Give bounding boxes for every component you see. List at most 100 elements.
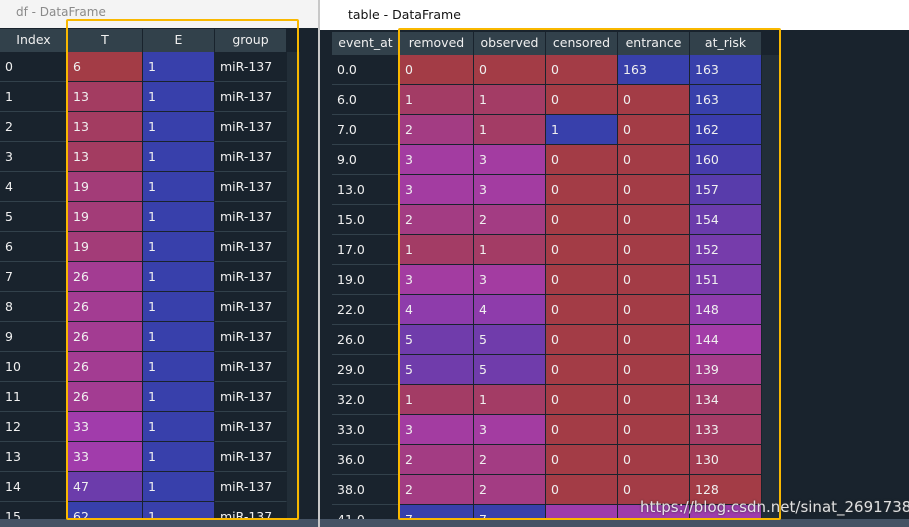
cell: 160 bbox=[690, 145, 762, 175]
row-index: 10 bbox=[0, 352, 68, 382]
cell: 0 bbox=[546, 205, 618, 235]
row-index: 9 bbox=[0, 322, 68, 352]
cell: 133 bbox=[690, 415, 762, 445]
row-index: 17.0 bbox=[332, 235, 400, 265]
right-titlebar: table - DataFrame bbox=[320, 0, 909, 30]
divider bbox=[318, 0, 320, 527]
cell: 5 bbox=[474, 325, 546, 355]
row-index: 2 bbox=[0, 112, 68, 142]
row-index: 7.0 bbox=[332, 115, 400, 145]
column-header: event_at bbox=[332, 32, 400, 55]
row-index: 33.0 bbox=[332, 415, 400, 445]
column-header: observed bbox=[474, 32, 546, 55]
cell: 1 bbox=[143, 292, 215, 322]
cell: 1 bbox=[143, 52, 215, 82]
cell: 0 bbox=[546, 55, 618, 85]
cell: 1 bbox=[143, 412, 215, 442]
row-index: 13 bbox=[0, 442, 68, 472]
row-index: 41.0 bbox=[332, 505, 400, 519]
left-title: df - DataFrame bbox=[16, 5, 106, 19]
row-index: 7 bbox=[0, 262, 68, 292]
left-titlebar: df - DataFrame bbox=[0, 0, 318, 28]
column-header: group bbox=[215, 29, 287, 52]
cell: 2 bbox=[400, 205, 474, 235]
cell: 13 bbox=[68, 112, 143, 142]
cell: 152 bbox=[690, 235, 762, 265]
row-index: 3 bbox=[0, 142, 68, 172]
cell: 163 bbox=[690, 85, 762, 115]
cell: 1 bbox=[143, 382, 215, 412]
cell: 0 bbox=[618, 235, 690, 265]
cell: 1 bbox=[143, 112, 215, 142]
cell: 2 bbox=[400, 115, 474, 145]
cell: 1 bbox=[143, 142, 215, 172]
row-index: 15 bbox=[0, 502, 68, 519]
cell: 0 bbox=[618, 265, 690, 295]
cell: 3 bbox=[474, 415, 546, 445]
cell: 13 bbox=[68, 82, 143, 112]
column-header: entrance bbox=[618, 32, 690, 55]
cell: 163 bbox=[618, 55, 690, 85]
cell: 148 bbox=[690, 295, 762, 325]
cell: 0 bbox=[546, 415, 618, 445]
row-index: 15.0 bbox=[332, 205, 400, 235]
cell: miR-137 bbox=[215, 292, 287, 322]
cell: 1 bbox=[400, 385, 474, 415]
cell: 0 bbox=[618, 355, 690, 385]
cell: 0 bbox=[618, 325, 690, 355]
row-index: 6.0 bbox=[332, 85, 400, 115]
cell bbox=[546, 505, 618, 519]
cell: 26 bbox=[68, 322, 143, 352]
row-index: 36.0 bbox=[332, 445, 400, 475]
cell: 3 bbox=[400, 145, 474, 175]
cell: 3 bbox=[474, 145, 546, 175]
column-header: E bbox=[143, 29, 215, 52]
cell: 0 bbox=[618, 85, 690, 115]
cell bbox=[618, 505, 690, 519]
row-index: 4 bbox=[0, 172, 68, 202]
cell: 0 bbox=[618, 175, 690, 205]
cell: 7 bbox=[474, 505, 546, 519]
highlight-box bbox=[398, 28, 781, 520]
row-index: 0 bbox=[0, 52, 68, 82]
cell: 1 bbox=[474, 115, 546, 145]
cell: 1 bbox=[143, 202, 215, 232]
cell: 1 bbox=[143, 442, 215, 472]
cell bbox=[690, 505, 762, 519]
row-index: 1 bbox=[0, 82, 68, 112]
cell: miR-137 bbox=[215, 232, 287, 262]
cell: 3 bbox=[400, 175, 474, 205]
cell: 2 bbox=[474, 475, 546, 505]
cell: 128 bbox=[690, 475, 762, 505]
cell: 19 bbox=[68, 232, 143, 262]
cell: miR-137 bbox=[215, 502, 287, 519]
cell: 3 bbox=[400, 415, 474, 445]
cell: 154 bbox=[690, 205, 762, 235]
cell: 151 bbox=[690, 265, 762, 295]
cell: 5 bbox=[474, 355, 546, 385]
right-hscroll[interactable] bbox=[320, 519, 909, 527]
cell: 0 bbox=[546, 145, 618, 175]
cell: 13 bbox=[68, 142, 143, 172]
cell: 1 bbox=[143, 322, 215, 352]
cell: miR-137 bbox=[215, 382, 287, 412]
cell: 0 bbox=[546, 85, 618, 115]
cell: 0 bbox=[618, 205, 690, 235]
cell: 1 bbox=[546, 115, 618, 145]
cell: 0 bbox=[618, 385, 690, 415]
right-title: table - DataFrame bbox=[348, 7, 461, 22]
left-hscroll[interactable] bbox=[0, 519, 318, 527]
cell: 0 bbox=[546, 235, 618, 265]
row-index: 0.0 bbox=[332, 55, 400, 85]
cell: 0 bbox=[546, 295, 618, 325]
cell: 3 bbox=[400, 265, 474, 295]
cell: 47 bbox=[68, 472, 143, 502]
cell: miR-137 bbox=[215, 172, 287, 202]
row-index: 12 bbox=[0, 412, 68, 442]
cell: miR-137 bbox=[215, 82, 287, 112]
cell: miR-137 bbox=[215, 472, 287, 502]
cell: 1 bbox=[474, 385, 546, 415]
cell: 1 bbox=[143, 232, 215, 262]
cell: 3 bbox=[474, 265, 546, 295]
cell: 3 bbox=[474, 175, 546, 205]
